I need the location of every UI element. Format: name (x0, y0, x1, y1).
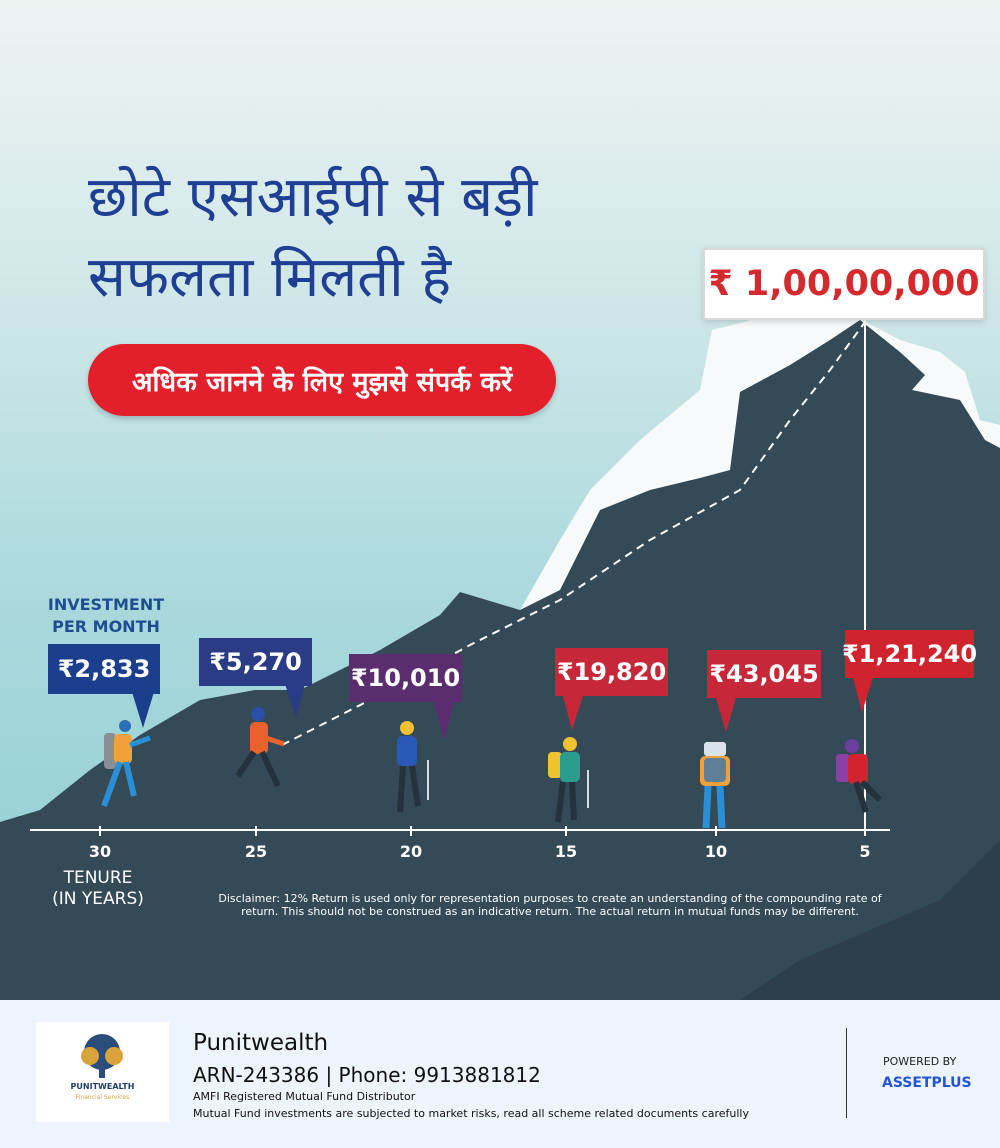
assetplus-logo: ASSETPLUS (882, 1075, 972, 1091)
milestone-tag-10: ₹43,045 (707, 650, 821, 698)
footer: PUNITWEALTH Financial Services Punitweal… (0, 1000, 1000, 1148)
disclaimer-text: Disclaimer: 12% Return is used only for … (218, 892, 882, 918)
tree-logo-icon (81, 1034, 123, 1078)
amfi-registration: AMFI Registered Mutual Fund Distributor (193, 1090, 416, 1103)
target-amount: ₹ 1,00,00,000 (703, 248, 985, 320)
risk-disclaimer: Mutual Fund investments are subjected to… (193, 1107, 749, 1120)
growth-path (281, 321, 866, 746)
tenure-label-line-1: TENURE (63, 868, 133, 888)
tenure-label: TENURE (IN YEARS) (42, 868, 154, 910)
tag-pointer-5 (853, 678, 873, 712)
brand-name: Punitwealth (193, 1030, 329, 1056)
milestone-tag-5: ₹1,21,240 (842, 630, 977, 678)
tag-pointer-30 (132, 692, 154, 728)
logo-subtext: Financial Services (75, 1094, 130, 1101)
investment-per-month-label: INVESTMENT PER MONTH (36, 594, 176, 638)
headline-line-2: सफलता मिलती है (88, 245, 452, 310)
milestone-tag-15: ₹19,820 (555, 648, 668, 696)
punitwealth-logo: PUNITWEALTH Financial Services (36, 1022, 169, 1122)
mountain-scene (0, 318, 1000, 1000)
tag-pointer-15 (563, 696, 583, 730)
headline-line-1: छोटे एसआईपी से बड़ी (88, 165, 538, 230)
tenure-label-line-2: (IN YEARS) (52, 889, 144, 909)
climber-20-icon (397, 721, 429, 813)
tenure-tick-20: 20 (399, 842, 423, 861)
milestone-tag-30: ₹2,833 (48, 644, 160, 694)
climber-25-icon (235, 707, 285, 788)
climber-5-icon (836, 739, 883, 813)
footer-divider (846, 1028, 847, 1118)
tenure-tick-25: 25 (244, 842, 268, 861)
foreground-slope (740, 840, 1000, 1000)
tag-pointer-25 (285, 684, 305, 718)
logo-text: PUNITWEALTH (70, 1082, 135, 1091)
milestone-tag-20: ₹10,010 (349, 654, 462, 702)
tenure-tick-10: 10 (704, 842, 728, 861)
investment-label-line-1: INVESTMENT (47, 595, 165, 614)
tag-pointer-20 (433, 700, 455, 740)
tag-pointer-10 (716, 698, 736, 732)
poster: छोटे एसआईपी से बड़ी सफलता मिलती है अधिक … (0, 0, 1000, 1000)
tenure-tick-30: 30 (88, 842, 112, 861)
arn-phone: ARN-243386 | Phone: 9913881812 (193, 1063, 541, 1087)
tenure-tick-15: 15 (554, 842, 578, 861)
contact-me-button[interactable]: अधिक जानने के लिए मुझसे संपर्क करें (88, 344, 556, 416)
climber-30-icon (101, 720, 151, 808)
milestone-tag-25: ₹5,270 (199, 638, 312, 686)
climber-10-icon (700, 742, 730, 829)
powered-by-label: POWERED BY (883, 1055, 957, 1068)
climber-15-icon (548, 737, 589, 823)
investment-label-line-2: PER MONTH (52, 617, 160, 636)
tenure-tick-5: 5 (859, 842, 871, 861)
